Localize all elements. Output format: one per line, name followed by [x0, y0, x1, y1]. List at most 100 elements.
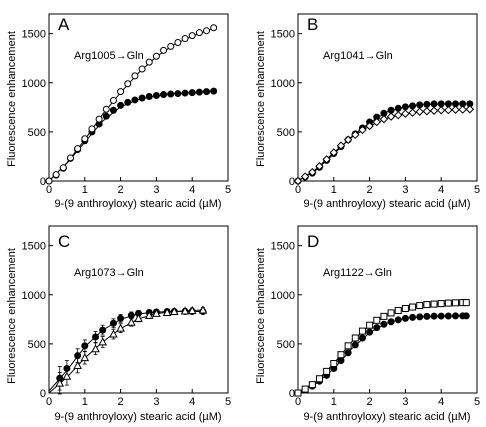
data-point — [373, 324, 381, 332]
y-tick-label: 1000 — [271, 78, 295, 90]
x-tick-label: 1 — [82, 184, 88, 196]
data-point — [358, 334, 366, 342]
data-point — [81, 342, 89, 350]
data-point — [195, 29, 203, 37]
data-point — [187, 305, 197, 314]
x-tick-label: 0 — [46, 184, 52, 196]
data-point — [416, 101, 424, 109]
data-point — [203, 27, 211, 35]
y-axis-label: Fluorescence enhancement — [255, 248, 267, 384]
x-tick-label: 0 — [295, 184, 301, 196]
data-point — [62, 371, 72, 380]
data-point — [109, 96, 117, 104]
y-tick-label: 0 — [289, 176, 295, 188]
panel-letter: C — [58, 232, 70, 251]
data-point — [102, 112, 110, 120]
data-point — [458, 105, 467, 114]
data-point — [131, 72, 139, 80]
data-point — [423, 301, 431, 309]
data-point — [462, 299, 470, 307]
data-point — [203, 88, 211, 96]
data-point — [315, 375, 323, 383]
panel-letter: A — [58, 15, 70, 34]
data-point — [109, 106, 117, 114]
y-tick-label: 1000 — [22, 290, 46, 302]
x-tick-label: 4 — [438, 184, 444, 196]
y-axis-label: Fluorescence enhancement — [6, 31, 18, 167]
plot-frame — [48, 13, 229, 182]
data-point — [436, 106, 446, 115]
data-point — [437, 100, 445, 108]
data-point — [394, 110, 403, 120]
panel-a: A Arg1005→Gln Fluorescence enhancement 9… — [6, 13, 231, 210]
data-point — [430, 300, 438, 308]
data-point — [429, 106, 439, 115]
data-point — [117, 314, 125, 322]
x-tick-label: 5 — [474, 396, 480, 408]
data-point — [301, 385, 309, 393]
data-point — [188, 89, 196, 97]
data-point — [52, 171, 60, 179]
data-point — [180, 306, 190, 315]
data-point — [336, 141, 346, 150]
data-point — [152, 52, 160, 60]
data-point — [465, 105, 475, 114]
data-point — [308, 167, 317, 177]
data-point — [109, 319, 117, 327]
data-point — [337, 357, 345, 365]
data-point — [124, 80, 132, 88]
data-point — [181, 35, 189, 43]
x-axis-label: 9-(9 anthroyloxy) stearic acid (µM) — [303, 411, 470, 423]
data-point — [358, 327, 366, 335]
data-point — [416, 302, 424, 310]
data-point — [394, 306, 402, 314]
data-point — [144, 310, 154, 319]
y-tick-label: 1500 — [271, 29, 295, 41]
data-point — [308, 381, 316, 389]
panel-b: B Arg1041→Gln Fluorescence enhancement 9… — [255, 13, 480, 210]
data-point — [344, 342, 352, 350]
data-point — [344, 349, 352, 357]
x-tick-label: 3 — [153, 184, 159, 196]
data-point — [462, 312, 470, 320]
data-point — [300, 172, 310, 181]
data-point — [124, 98, 132, 106]
data-point — [452, 299, 460, 307]
panel-letter: D — [307, 232, 319, 251]
data-point — [437, 300, 445, 308]
data-point — [315, 162, 324, 171]
data-point — [152, 308, 161, 317]
panel-d: D Arg1122→Gln Fluorescence enhancement 9… — [255, 225, 480, 423]
y-tick-label: 500 — [28, 339, 46, 351]
data-point — [117, 101, 125, 109]
data-point — [401, 305, 409, 313]
data-point — [329, 148, 339, 157]
y-axis-label: Fluorescence enhancement — [255, 31, 267, 167]
y-tick-label: 1000 — [271, 290, 295, 302]
data-point — [444, 312, 452, 320]
x-tick-label: 1 — [82, 396, 88, 408]
data-point — [409, 303, 417, 311]
x-tick-label: 0 — [46, 396, 52, 408]
panel-annotation: Arg1005→Gln — [74, 50, 144, 62]
data-point — [198, 305, 208, 314]
data-point — [95, 115, 103, 123]
fit-curve — [297, 315, 467, 394]
y-tick-label: 1500 — [271, 241, 295, 253]
data-point — [401, 314, 409, 322]
data-point — [366, 328, 374, 336]
x-tick-label: 4 — [189, 396, 195, 408]
data-point — [451, 105, 460, 114]
data-point — [109, 329, 118, 338]
data-point — [380, 312, 388, 320]
data-point — [401, 103, 409, 111]
data-point — [152, 92, 160, 100]
data-point — [386, 112, 396, 121]
data-point — [380, 320, 388, 328]
y-tick-label: 0 — [40, 388, 46, 400]
data-point — [102, 105, 110, 113]
data-point — [409, 313, 417, 321]
data-point — [330, 360, 338, 368]
data-point — [351, 334, 359, 342]
data-point — [373, 316, 381, 324]
